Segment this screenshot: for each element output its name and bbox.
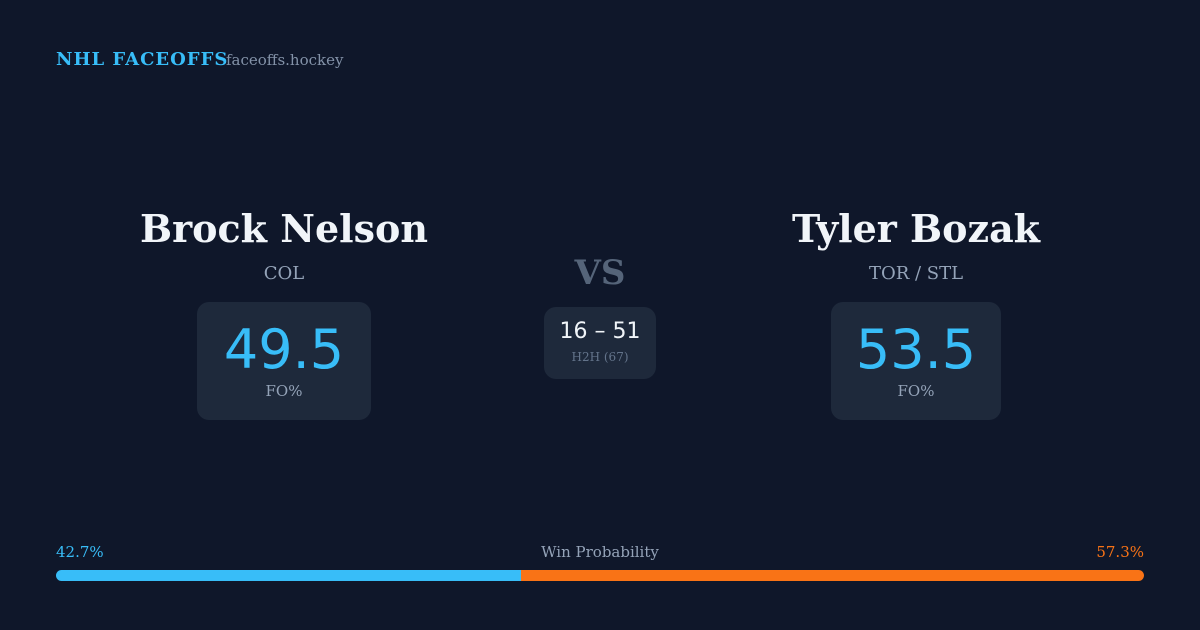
player-name: Brock Nelson [140, 206, 428, 251]
stat-card [831, 302, 1001, 420]
bar-segment [520, 570, 1144, 581]
fo-pct: 53.5 [855, 318, 977, 381]
fo-label: FO% [265, 382, 303, 400]
versus: VS [574, 253, 626, 293]
player-team: TOR / STL [868, 263, 964, 284]
player-name: Tyler Bozak [791, 206, 1041, 251]
h2h-card [544, 307, 656, 379]
bar-segment [56, 570, 521, 581]
fo-label: FO% [897, 382, 935, 400]
win-prob-right: 57.3% [1096, 543, 1144, 561]
player-team: COL [263, 263, 305, 284]
site-name: faceoffs.hockey [226, 51, 344, 69]
win-prob-left: 42.7% [56, 543, 104, 561]
h2h-label: H2H (67) [571, 350, 629, 364]
h2h-record: 16 – 51 [559, 319, 641, 344]
brand-title: NHL FACEOFFS [56, 49, 229, 70]
win-prob-title: Win Probability [541, 543, 659, 561]
win-prob-bar [56, 570, 1144, 581]
fo-pct: 49.5 [223, 318, 345, 381]
stat-card [197, 302, 371, 420]
